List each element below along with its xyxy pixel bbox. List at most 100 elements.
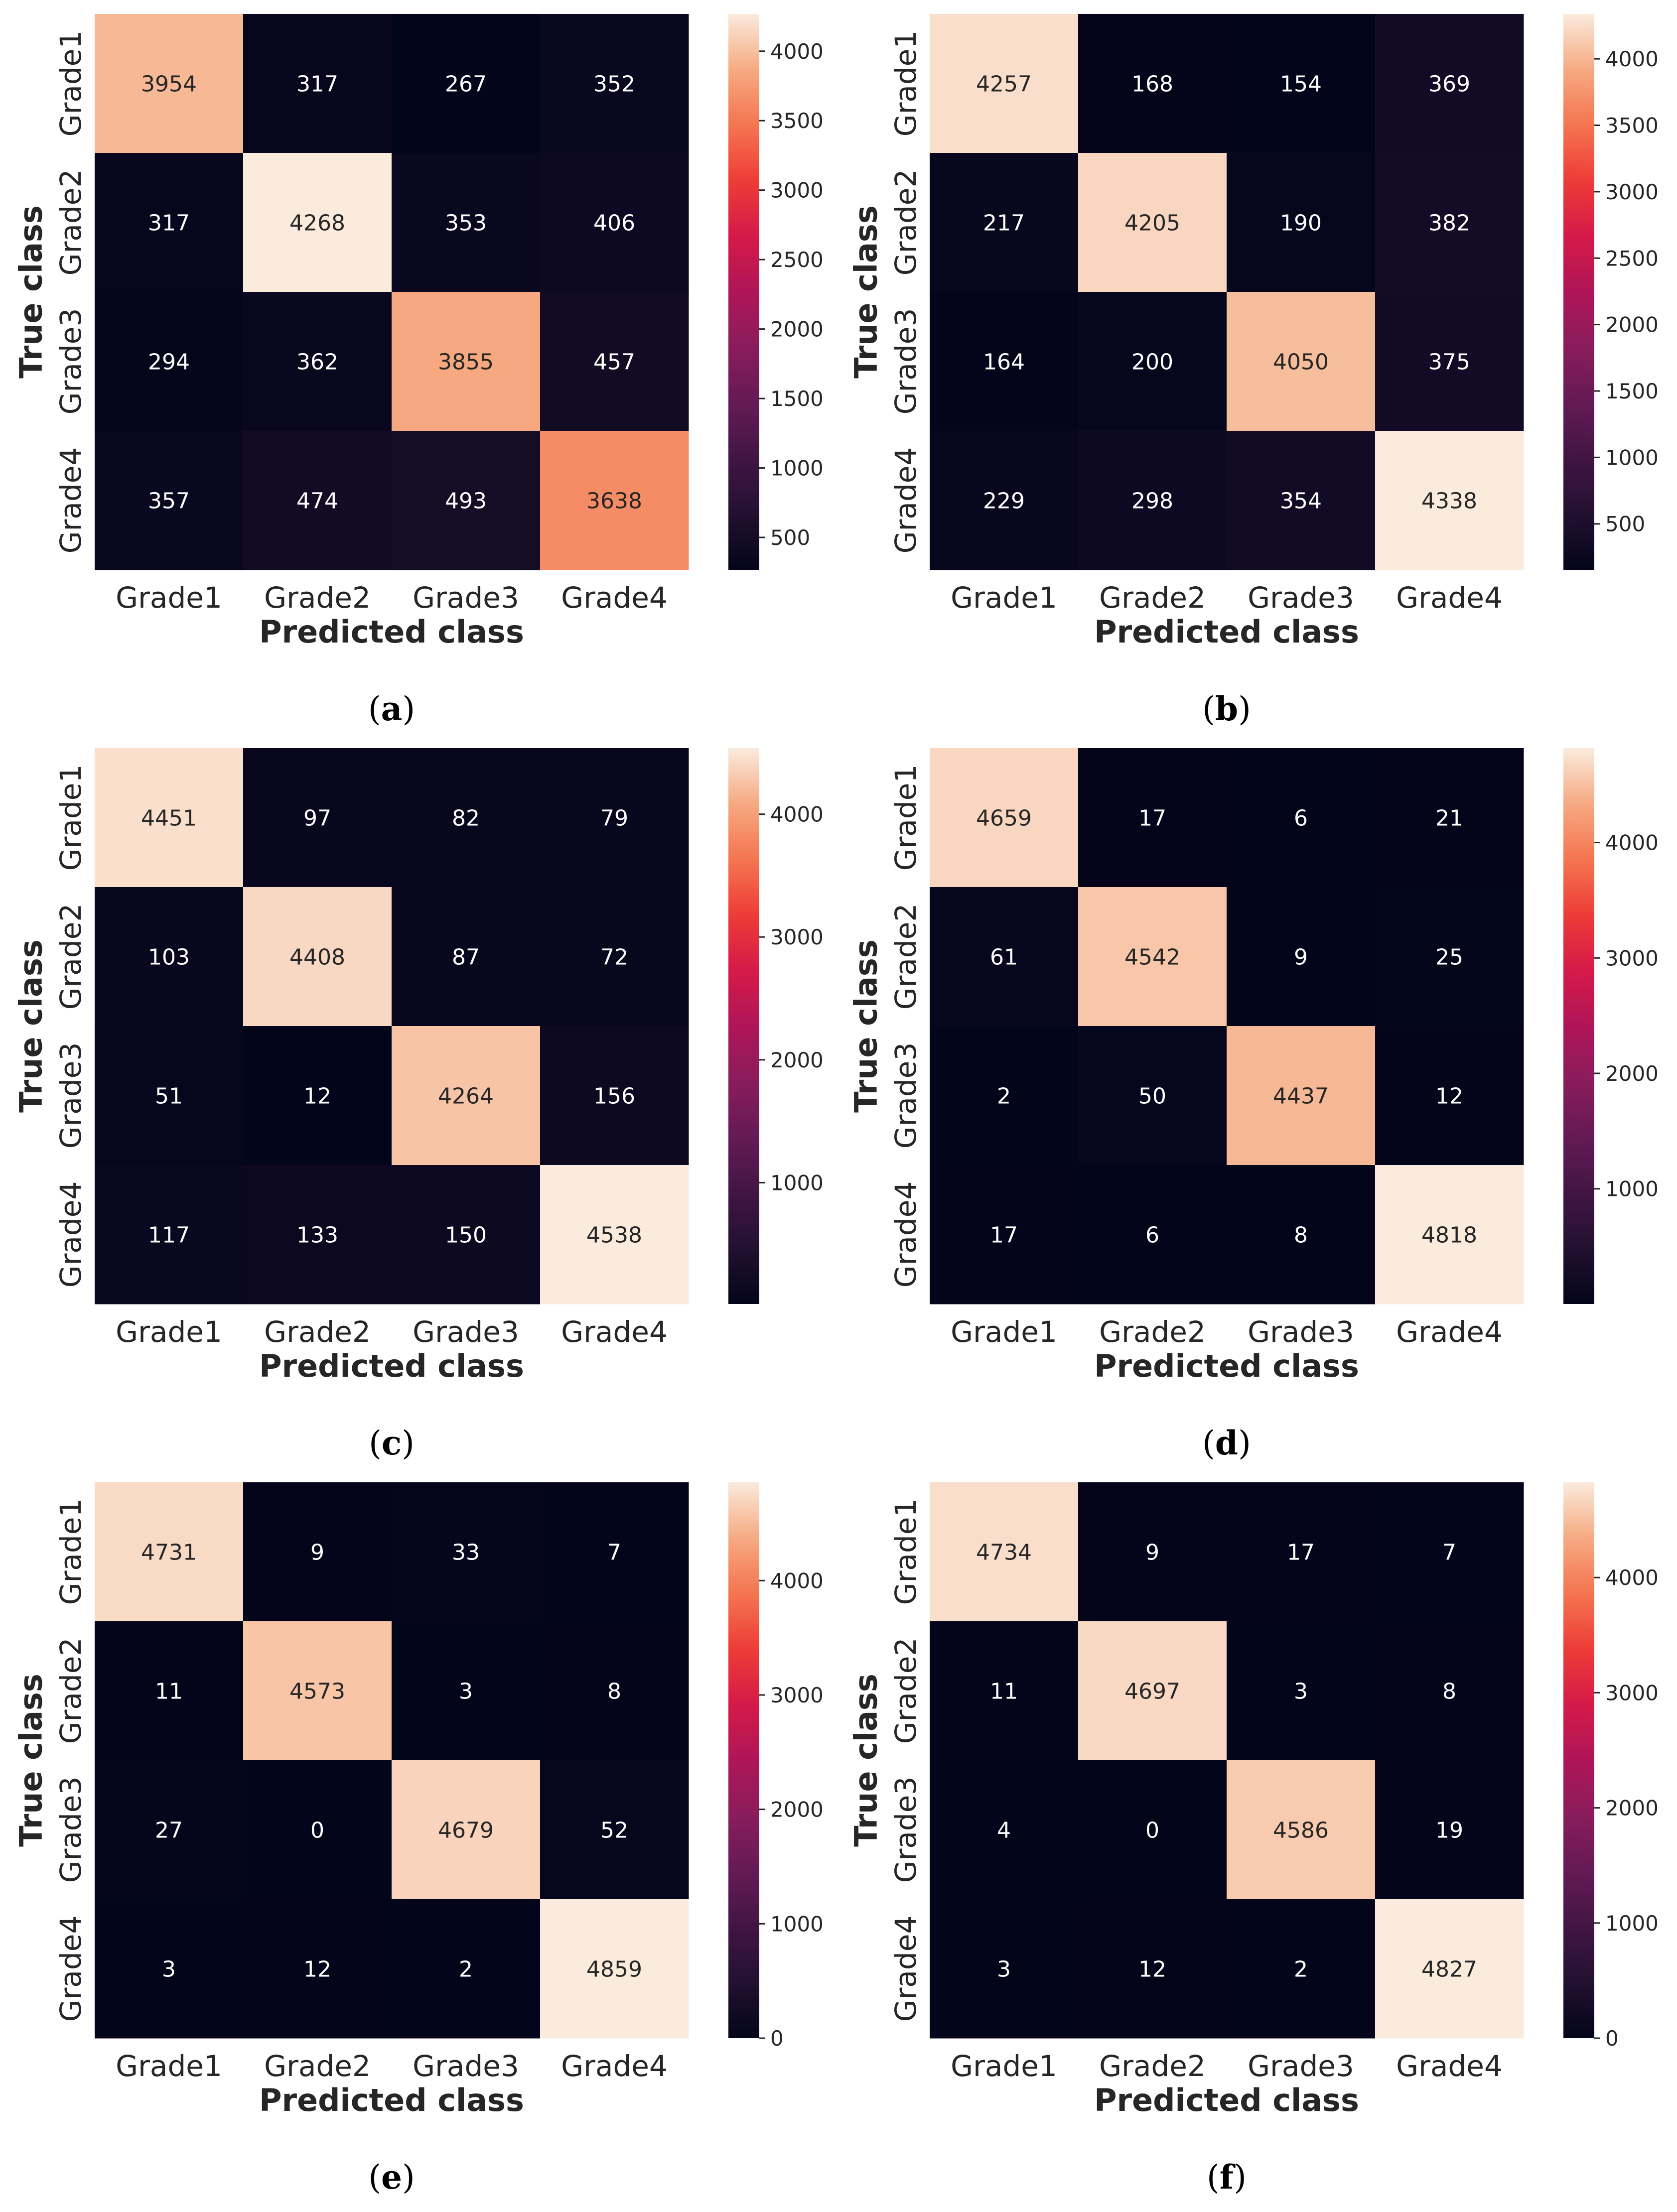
cell-value-label: 72 [600,945,628,970]
cell-value-label: 6 [1145,1223,1159,1248]
panel-caption: (d) [1202,1424,1251,1462]
y-tick-label: Grade3 [889,1777,923,1883]
cell-value-label: 3 [1294,1679,1308,1704]
heatmap-cell [1078,1026,1227,1166]
heatmap-cell [95,292,244,431]
panel-caption: (c) [369,1424,415,1462]
colorbar-tick-label: 1000 [770,1912,824,1936]
cell-value-label: 4437 [1273,1084,1329,1109]
heatmap-cell [243,292,392,431]
heatmap-cell [243,1026,392,1166]
heatmap-cell [392,153,541,292]
cell-value-label: 362 [296,350,338,375]
x-tick-label: Grade4 [1396,581,1503,615]
y-axis-title: True class [13,1674,49,1846]
heatmap-cell [930,1165,1079,1304]
cell-value-label: 4451 [141,806,197,831]
cell-value-label: 406 [593,211,635,236]
cell-value-label: 4818 [1421,1223,1477,1248]
cell-value-label: 4205 [1124,211,1180,236]
heatmap-cell [95,1165,244,1304]
x-tick-label: Grade1 [951,2049,1057,2083]
cell-value-label: 3954 [141,72,197,97]
cell-value-label: 190 [1280,211,1322,236]
cell-value-label: 87 [452,945,480,970]
x-tick-label: Grade4 [561,2049,668,2083]
heatmap-cell [1227,1760,1376,1900]
y-tick-label: Grade3 [54,1777,88,1883]
y-tick-label: Grade2 [889,1638,923,1744]
heatmap-cell [1078,292,1227,431]
cell-value-label: 12 [303,1957,331,1982]
heatmap-cell [1375,1165,1524,1304]
cell-value-label: 150 [445,1223,487,1248]
colorbar-tick-label: 4000 [1605,47,1659,71]
heatmap-cell [392,1026,541,1166]
colorbar-tick-label: 500 [770,525,810,550]
colorbar-tick-label: 3500 [1605,114,1659,138]
cell-value-label: 82 [452,806,480,831]
x-tick-label: Grade3 [413,2049,519,2083]
cell-value-label: 2 [459,1957,473,1982]
heatmap-cell [540,1165,689,1304]
colorbar-tick-label: 3000 [1605,180,1659,204]
x-axis-title: Predicted class [259,2082,524,2118]
x-tick-label: Grade2 [264,581,371,615]
heatmap-cell [95,887,244,1027]
colorbar-tick-label: 4000 [770,802,824,827]
colorbar-tick-label: 3000 [1605,946,1659,970]
x-tick-label: Grade4 [1396,1315,1503,1349]
colorbar-tick-label: 0 [1605,2026,1619,2051]
colorbar-tick-label: 1000 [770,1171,824,1195]
heatmap-cell [930,1482,1079,1622]
x-tick-label: Grade2 [264,2049,371,2083]
x-tick-label: Grade3 [1248,2049,1354,2083]
heatmap-cell [95,1899,244,2039]
cell-value-label: 317 [296,72,338,97]
heatmap-cell [1078,887,1227,1027]
cell-value-label: 0 [1145,1818,1159,1843]
heatmap-cell [1375,431,1524,570]
colorbar-tick-label: 3000 [770,178,824,203]
heatmap-panel-a: 3954 317 267 352 317 4268 353 406 294 362 3855 457 3… [13,14,824,728]
y-tick-label: Grade3 [889,308,923,415]
cell-value-label: 4734 [976,1540,1032,1565]
y-tick-label: Grade2 [889,904,923,1010]
cell-value-label: 354 [1280,489,1322,514]
heatmap-cell [243,1621,392,1761]
heatmap-cell [392,292,541,431]
y-tick-label: Grade3 [889,1042,923,1149]
cell-value-label: 164 [983,350,1025,375]
cell-value-label: 4268 [289,211,345,236]
x-tick-label: Grade3 [1248,581,1354,615]
cell-value-label: 298 [1131,489,1173,514]
y-tick-label: Grade1 [889,1499,923,1605]
colorbar-tick-label: 500 [1605,512,1645,536]
heatmap-cell [1375,1899,1524,2039]
heatmap-cell [540,14,689,153]
heatmap-cell [1375,887,1524,1027]
heatmap-cell [392,1482,541,1622]
heatmap-cell [1227,292,1376,431]
colorbar-tick-label: 4000 [1605,831,1659,855]
colorbar-tick-label: 1000 [1605,1177,1659,1201]
x-axis-title: Predicted class [1094,1348,1359,1384]
y-tick-label: Grade4 [54,1181,88,1288]
cell-value-label: 4827 [1421,1957,1477,1982]
heatmap-cell [243,887,392,1027]
y-axis-title: True class [13,205,49,378]
cell-value-label: 3855 [438,350,494,375]
cell-value-label: 19 [1435,1818,1463,1843]
heatmap-cell [930,292,1079,431]
cell-value-label: 21 [1435,806,1463,831]
heatmap-cell [1078,1621,1227,1761]
y-tick-label: Grade2 [54,1638,88,1744]
x-tick-label: Grade2 [264,1315,371,1349]
y-tick-label: Grade2 [889,169,923,276]
heatmap-cell [1078,153,1227,292]
heatmap-cell [243,1165,392,1304]
cell-value-label: 382 [1428,211,1470,236]
heatmap-cell [95,431,244,570]
cell-value-label: 12 [1435,1084,1463,1109]
cell-value-label: 117 [148,1223,190,1248]
